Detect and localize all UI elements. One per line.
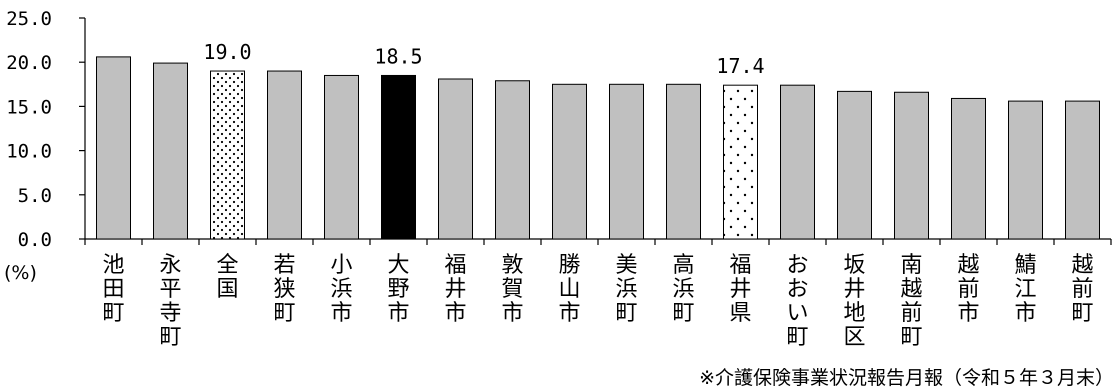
category-label: 越前町 (1071, 253, 1093, 326)
bar-勝山市 (552, 83, 587, 240)
y-tick-label: 25.0 (6, 8, 52, 30)
data-label-全国: 19.0 (203, 40, 251, 64)
category-label: 敦賀市 (501, 253, 523, 326)
y-tick-label: 0.0 (18, 229, 52, 251)
source-note: ※介護保険事業状況報告月報（令和５年３月末） (699, 367, 1114, 389)
bar-全国 (210, 70, 245, 240)
category-label: おおい町 (786, 253, 808, 350)
bar-若狭町 (267, 70, 302, 240)
category-label: 越前市 (957, 253, 979, 326)
bar-南越前町 (894, 91, 929, 240)
bar-越前町 (1065, 100, 1100, 240)
category-label: 南越前町 (900, 253, 922, 350)
bar-池田町 (96, 56, 131, 240)
y-tick-label: 20.0 (6, 52, 52, 74)
bar-越前市 (951, 97, 986, 240)
bar-大野市 (381, 74, 416, 240)
data-label-大野市: 18.5 (374, 44, 422, 68)
bar-小浜市 (324, 74, 359, 240)
y-tick-label: 15.0 (6, 96, 52, 118)
category-label: 勝山市 (558, 253, 580, 326)
bar-坂井地区 (837, 90, 872, 240)
y-axis-unit-label: (%) (4, 262, 37, 284)
category-label: 高浜町 (672, 253, 694, 326)
bar-高浜町 (666, 83, 701, 240)
y-tick-label: 10.0 (6, 141, 52, 163)
category-label: 福井市 (444, 253, 466, 326)
bar-おおい町 (780, 84, 815, 240)
bar-美浜町 (609, 83, 644, 240)
bar-永平寺町 (153, 62, 188, 240)
bar-鯖江市 (1008, 100, 1043, 240)
category-label: 坂井地区 (843, 253, 865, 350)
category-label: 若狭町 (273, 253, 295, 326)
bar-福井市 (438, 78, 473, 240)
category-label: 大野市 (387, 253, 409, 326)
bar-敦賀市 (495, 80, 530, 240)
y-tick-label: 5.0 (18, 185, 52, 207)
category-label: 小浜市 (330, 253, 352, 326)
category-label: 全国 (216, 253, 238, 302)
category-label: 福井県 (729, 253, 751, 326)
category-label: 美浜町 (615, 253, 637, 326)
category-label: 永平寺町 (159, 253, 181, 350)
category-label: 鯖江市 (1014, 253, 1036, 326)
category-label: 池田町 (102, 253, 124, 326)
bar-福井県 (723, 84, 758, 240)
data-label-福井県: 17.4 (716, 54, 764, 78)
